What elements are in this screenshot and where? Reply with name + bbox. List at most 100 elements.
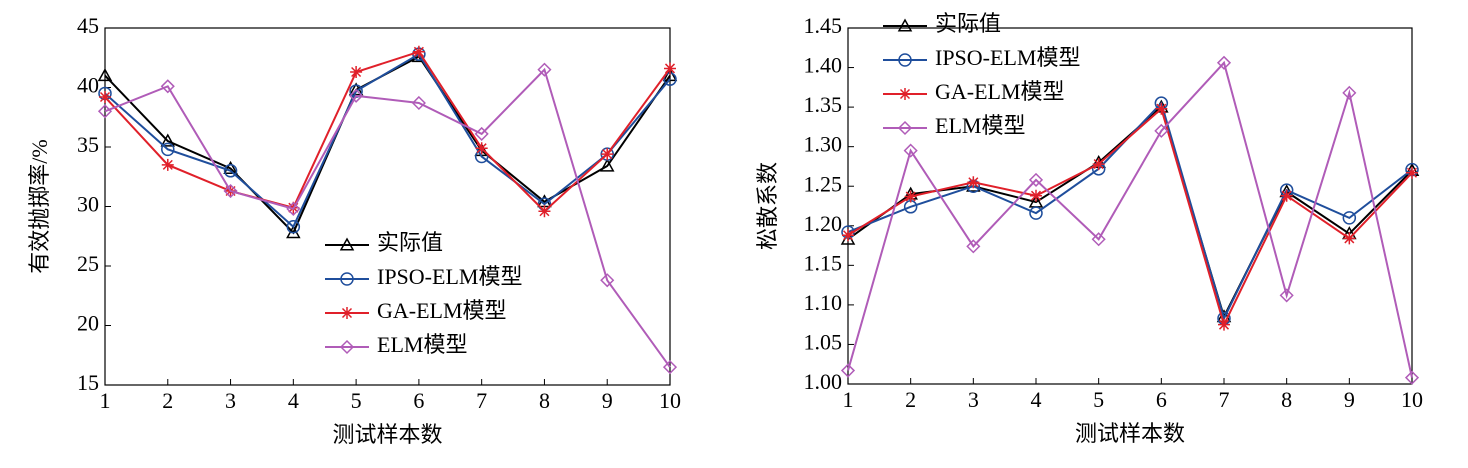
- y-tick-label: 1.20: [804, 211, 843, 236]
- marker: [1218, 318, 1230, 331]
- marker: [339, 237, 355, 251]
- y-tick-label: 1.05: [804, 329, 843, 354]
- marker: [474, 126, 489, 141]
- marker: [601, 148, 614, 161]
- y-axis-label: 有效抛掷率/%: [27, 139, 52, 273]
- y-tick-label: 1.25: [804, 171, 843, 196]
- marker: [1155, 102, 1168, 115]
- x-tick-label: 3: [968, 387, 979, 412]
- marker: [412, 45, 425, 58]
- series-line: [847, 60, 1413, 378]
- x-tick-label: 9: [1344, 387, 1355, 412]
- marker: [1216, 55, 1232, 70]
- marker: [903, 143, 918, 158]
- x-tick-label: 8: [539, 388, 550, 413]
- x-tick-label: 6: [1156, 387, 1167, 412]
- x-tick-label: 8: [1281, 387, 1292, 412]
- marker: [99, 91, 111, 104]
- legend-label: 实际值: [377, 230, 443, 255]
- series-line: [104, 52, 671, 229]
- y-axis-label: 松散系数: [755, 162, 780, 250]
- x-tick-label: 1: [100, 388, 111, 413]
- y-tick-label: 30: [77, 192, 99, 217]
- marker: [1028, 172, 1044, 187]
- x-tick-label: 7: [1219, 387, 1230, 412]
- y-tick-label: 35: [77, 132, 99, 157]
- y-tick-label: 40: [77, 73, 99, 98]
- marker: [538, 205, 551, 218]
- x-tick-label: 9: [602, 388, 613, 413]
- marker: [1154, 123, 1169, 138]
- y-tick-label: 1.35: [804, 92, 843, 117]
- marker: [1279, 288, 1294, 303]
- marker: [664, 62, 676, 75]
- marker: [475, 142, 488, 155]
- legend-label: GA-ELM模型: [935, 79, 1065, 104]
- legend-label: ELM模型: [935, 113, 1025, 138]
- marker: [223, 183, 238, 199]
- y-tick-label: 25: [77, 251, 99, 276]
- x-axis-label: 测试样本数: [1075, 421, 1185, 446]
- marker: [160, 133, 176, 147]
- legend-label: ELM模型: [377, 332, 467, 357]
- marker: [1404, 370, 1420, 385]
- marker: [967, 176, 980, 189]
- marker: [411, 95, 426, 111]
- marker: [600, 273, 615, 288]
- marker: [223, 160, 238, 174]
- legend-label: IPSO-ELM模型: [935, 45, 1080, 70]
- marker: [1092, 158, 1105, 171]
- marker: [537, 62, 552, 77]
- legend-label: 实际值: [935, 11, 1001, 36]
- y-tick-label: 45: [77, 13, 99, 38]
- marker: [160, 79, 175, 94]
- x-tick-label: 4: [288, 388, 299, 413]
- x-tick-label: 5: [1093, 387, 1104, 412]
- marker: [340, 272, 354, 286]
- y-tick-label: 1.30: [804, 132, 843, 157]
- x-tick-label: 6: [413, 388, 424, 413]
- y-tick-label: 1.10: [804, 290, 843, 315]
- marker: [1406, 166, 1418, 179]
- y-tick-label: 1.40: [804, 53, 843, 78]
- x-tick-label: 5: [351, 388, 362, 413]
- marker: [350, 66, 363, 79]
- marker: [897, 18, 913, 32]
- marker: [1343, 232, 1356, 245]
- marker: [1030, 189, 1042, 202]
- x-tick-label: 2: [905, 387, 916, 412]
- marker: [339, 339, 355, 355]
- x-tick-label: 3: [225, 388, 236, 413]
- marker: [1342, 211, 1357, 225]
- x-tick-label: 4: [1031, 387, 1042, 412]
- marker: [349, 88, 364, 103]
- y-tick-label: 1.00: [804, 369, 843, 394]
- x-tick-label: 2: [162, 388, 173, 413]
- marker: [899, 88, 911, 100]
- x-axis-label: 测试样本数: [332, 422, 442, 447]
- marker: [897, 120, 913, 136]
- series-line: [104, 67, 671, 368]
- y-tick-label: 1.15: [804, 250, 843, 275]
- marker: [1029, 206, 1043, 220]
- marker: [966, 239, 981, 254]
- marker: [161, 142, 175, 157]
- marker: [904, 190, 917, 203]
- x-tick-label: 10: [659, 388, 681, 413]
- y-tick-label: 20: [77, 311, 99, 336]
- marker: [341, 307, 353, 319]
- legend-label: GA-ELM模型: [377, 298, 507, 323]
- marker: [1342, 85, 1357, 100]
- marker: [97, 68, 113, 82]
- x-tick-label: 7: [476, 388, 487, 413]
- plot-frame: [847, 27, 1413, 385]
- y-tick-label: 1.45: [804, 13, 843, 38]
- marker: [161, 158, 174, 171]
- y-tick-label: 15: [77, 370, 99, 395]
- marker: [1280, 189, 1293, 202]
- marker: [97, 104, 113, 119]
- series-line: [104, 50, 671, 213]
- marker: [1091, 232, 1106, 247]
- marker: [286, 201, 301, 216]
